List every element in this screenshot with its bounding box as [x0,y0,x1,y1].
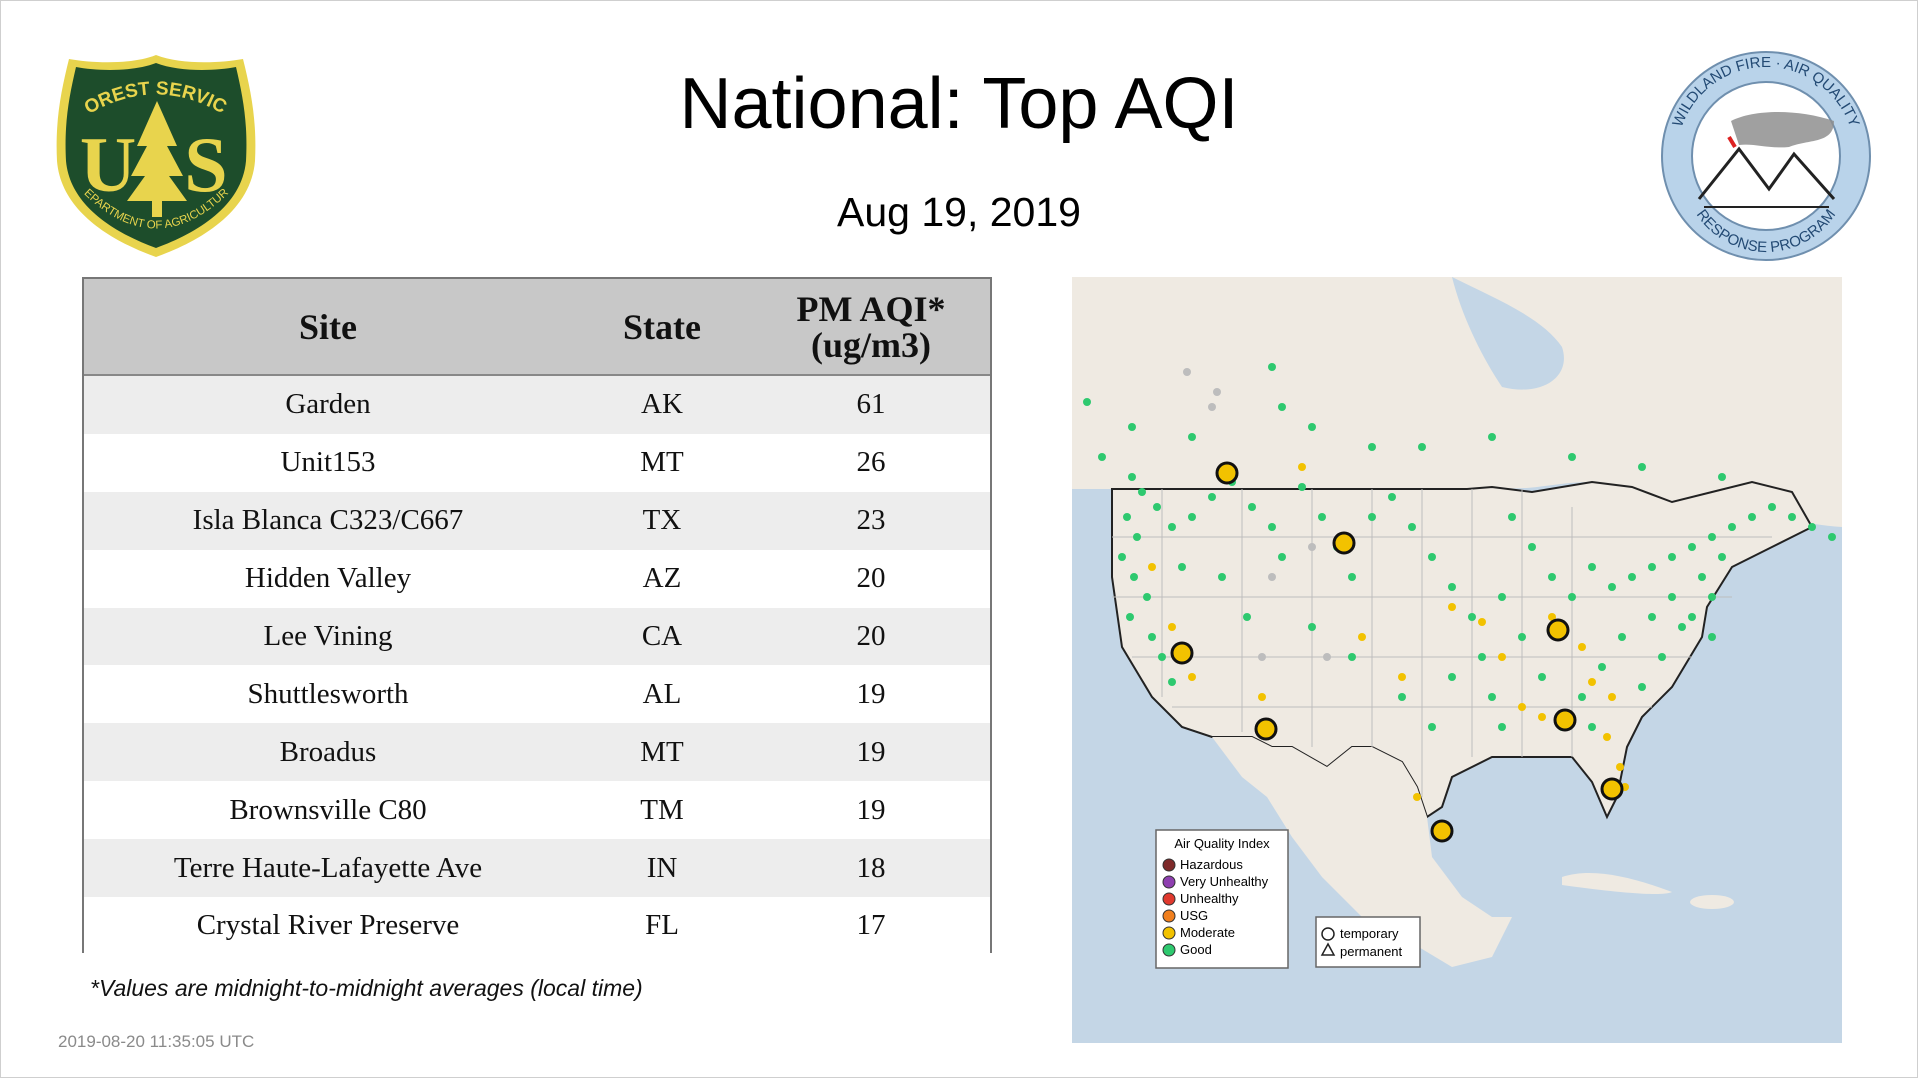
forest-service-logo: FOREST SERVICE U S DEPARTMENT OF AGRICUL… [51,51,256,257]
mexico-region [1212,737,1512,967]
site-cell: Isla Blanca C323/C667 [192,504,464,537]
fire-icon [1727,135,1737,149]
table-row: Broadus MT 19 [84,723,990,782]
legend-swatch-usg [1162,909,1176,923]
state-cell: AK [641,388,683,421]
legend-swatch-good [1162,943,1176,957]
state-cell: FL [645,909,679,942]
legend-item-good: Good [1180,942,1212,957]
aqi-cell: 20 [856,562,886,595]
aqi-cell: 23 [856,504,886,537]
table-header-row: Site State PM AQI* (ug/m3) [84,279,990,376]
aqi-cell: 17 [856,909,886,942]
legend-item-usg: USG [1180,908,1208,923]
site-cell: Lee Vining [263,620,393,652]
site-cell: Shuttlesworth [247,677,409,710]
top-site-markers [1170,461,1624,843]
site-cell: Hidden Valley [244,562,412,595]
table-row: Hidden Valley AZ 20 [84,549,990,608]
legend-item-hazardous: Hazardous [1180,857,1243,872]
tree-icon [127,101,187,201]
good-sites [1083,363,1836,731]
aqi-cell: 19 [856,735,886,768]
legend-permanent: permanent [1340,944,1403,959]
footnote: *Values are midnight-to-midnight average… [90,975,643,1001]
site-cell: Broadus [279,735,377,768]
state-cell: MT [640,446,684,479]
moderate-sites [1148,463,1629,801]
table-row: Brownsville C80 TM 19 [84,781,990,840]
aqi-cell: 19 [856,677,886,710]
aqi-cell: 18 [856,851,886,884]
aqi-cell: 20 [856,620,886,652]
legend-swatch-moderate [1162,926,1176,940]
aqi-cell: 26 [856,446,886,479]
state-cell: TM [640,793,684,826]
site-cell: Garden [285,388,371,421]
logo-letter-s: S [184,121,227,208]
state-cell: MT [640,735,684,768]
generated-timestamp: 2019-08-20 11:35:05 UTC [58,1032,255,1051]
shape-legend: temporary permanent [1315,916,1421,968]
legend-temporary: temporary [1340,926,1399,941]
report-date: Aug 19, 2019 [837,189,1081,235]
site-cell: Brownsville C80 [229,793,427,826]
aqi-column-header: PM AQI* (ug/m3) [752,279,990,376]
nodata-sites [1183,368,1331,661]
legend-swatch-very-unhealthy [1162,875,1176,889]
top-aqi-table: Site State PM AQI* (ug/m3) Garden AK 61 Un… [82,277,992,955]
legend-swatch-hazardous [1162,858,1176,872]
table-row: Shuttlesworth AL 19 [84,665,990,724]
legend-swatch-unhealthy [1162,892,1176,906]
site-column-header: Site [84,279,572,376]
aqi-cell: 61 [856,388,886,421]
site-cell: Terre Haute-Lafayette Ave [173,851,483,884]
aqi-header-line2: (ug/m3) [811,324,931,365]
wildland-fire-program-logo: WILDLAND FIRE · AIR QUALITY RESPONSE PRO… [1661,51,1871,261]
site-cell: Unit153 [280,446,376,479]
aqi-map: Air Quality Index Hazardous Very Unhealt… [1072,277,1842,1043]
table-row: Lee Vining CA 20 [84,607,990,666]
aqi-legend: Air Quality Index Hazardous Very Unhealt… [1155,829,1289,969]
page-title: National: Top AQI [679,64,1239,144]
circle-icon [1321,927,1335,941]
table-row: Terre Haute-Lafayette Ave IN 18 [84,839,990,898]
table-row: Garden AK 61 [84,375,990,434]
legend-title: Air Quality Index [1174,836,1270,851]
legend-item-unhealthy: Unhealthy [1180,891,1239,906]
mountains-icon [1697,146,1836,200]
table-row: Unit153 MT 26 [84,433,990,492]
triangle-icon [1320,942,1336,956]
state-cell: IN [646,851,678,884]
logo-letter-u: U [80,121,136,208]
table-row: Isla Blanca C323/C667 TX 23 [84,491,990,550]
usa-region [1111,480,1814,820]
legend-item-moderate: Moderate [1180,925,1235,940]
aqi-header-line1: PM AQI* [796,288,946,329]
table-row: Crystal River Preserve FL 17 [84,897,990,955]
site-cell: Crystal River Preserve [196,909,460,942]
state-cell: AZ [642,562,682,595]
legend-item-very-unhealthy: Very Unhealthy [1180,874,1269,889]
aqi-cell: 19 [856,793,886,826]
state-cell: AL [642,677,682,710]
canada-region [1072,277,1842,527]
state-cell: TX [642,504,682,537]
smoke-icon [1731,112,1834,148]
state-column-header: State [572,279,752,376]
state-cell: CA [641,620,683,652]
